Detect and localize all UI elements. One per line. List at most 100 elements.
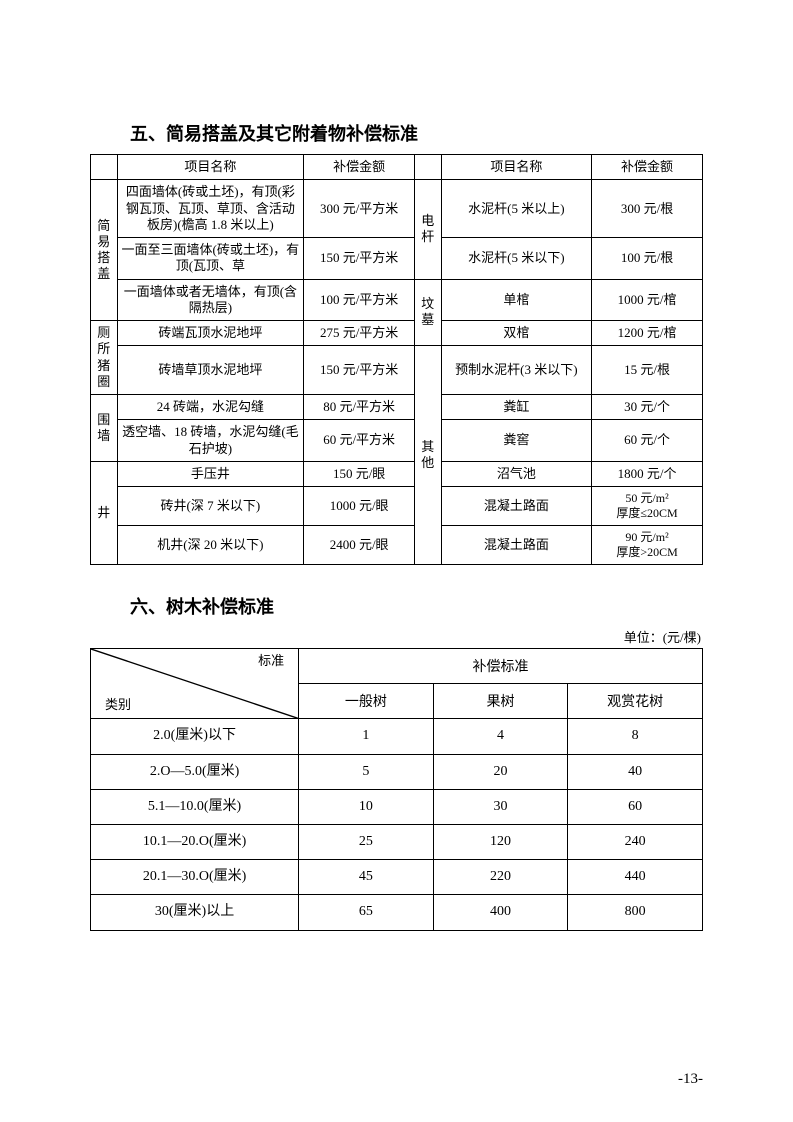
header-amount-left: 补偿金额 [304, 155, 415, 180]
cell-amount: 1000 元/棺 [592, 279, 703, 321]
table-row: 20.1—30.O(厘米) 45 220 440 [91, 860, 703, 895]
cell-val: 60 [568, 789, 703, 824]
cell-amount: 300 元/平方米 [304, 180, 415, 238]
header-blank-left [91, 155, 118, 180]
cell-name: 砖墙草顶水泥地坪 [117, 346, 304, 395]
cell-name: 透空墙、18 砖墙，水泥勾缝(毛石护坡) [117, 420, 304, 462]
cell-val: 45 [299, 860, 434, 895]
header-name-left: 项目名称 [117, 155, 304, 180]
cell-amount: 90 元/m²厚度>20CM [592, 526, 703, 565]
cat-fenmu: 坟墓 [415, 279, 442, 346]
header-amount-right: 补偿金额 [592, 155, 703, 180]
diag-bottom-label: 类别 [105, 697, 131, 714]
cell-val: 240 [568, 824, 703, 859]
table-row: 砖井(深 7 米以下) 1000 元/眼 混凝土路面 50 元/m²厚度≤20C… [91, 487, 703, 526]
header-blank-right [415, 155, 442, 180]
section-6-title: 六、树木补偿标准 [130, 593, 703, 619]
table-row: 机井(深 20 米以下) 2400 元/眼 混凝土路面 90 元/m²厚度>20… [91, 526, 703, 565]
cell-val: 800 [568, 895, 703, 930]
cat-qita: 其他 [415, 346, 442, 565]
cell-label: 30(厘米)以上 [91, 895, 299, 930]
cell-label: 5.1—10.0(厘米) [91, 789, 299, 824]
cat-cesuo: 厕所猪圈 [91, 321, 118, 395]
cell-val: 1 [299, 719, 434, 754]
cell-amount: 100 元/平方米 [304, 279, 415, 321]
cell-amount: 100 元/根 [592, 238, 703, 280]
cell-amount: 30 元/个 [592, 395, 703, 420]
cell-amount: 60 元/平方米 [304, 420, 415, 462]
cell-label: 10.1—20.O(厘米) [91, 824, 299, 859]
cell-amount: 150 元/平方米 [304, 238, 415, 280]
header-name-right: 项目名称 [441, 155, 592, 180]
diagonal-header-cell: 标准 类别 [91, 649, 299, 719]
table-row: 30(厘米)以上 65 400 800 [91, 895, 703, 930]
table-row: 井 手压井 150 元/眼 沼气池 1800 元/个 [91, 461, 703, 486]
cell-label: 2.O—5.0(厘米) [91, 754, 299, 789]
cell-name: 一面墙体或者无墙体，有顶(含隔热层) [117, 279, 304, 321]
cell-amount: 2400 元/眼 [304, 526, 415, 565]
table-row: 5.1—10.0(厘米) 10 30 60 [91, 789, 703, 824]
cell-val: 400 [433, 895, 568, 930]
table-row: 透空墙、18 砖墙，水泥勾缝(毛石护坡) 60 元/平方米 粪窖 60 元/个 [91, 420, 703, 462]
table-row: 围墙 24 砖端，水泥勾缝 80 元/平方米 粪缸 30 元/个 [91, 395, 703, 420]
cell-val: 5 [299, 754, 434, 789]
cat-diangan: 电杆 [415, 180, 442, 279]
table-row: 简易搭盖 四面墙体(砖或土坯)，有顶(彩钢瓦顶、瓦顶、草顶、含活动板房)(檐高 … [91, 180, 703, 238]
cell-amount: 300 元/根 [592, 180, 703, 238]
cell-amount: 80 元/平方米 [304, 395, 415, 420]
cell-name: 双棺 [441, 321, 592, 346]
cell-name: 砖端瓦顶水泥地坪 [117, 321, 304, 346]
cell-val: 40 [568, 754, 703, 789]
cell-amount: 150 元/眼 [304, 461, 415, 486]
cell-name: 水泥杆(5 米以上) [441, 180, 592, 238]
cell-amount: 50 元/m²厚度≤20CM [592, 487, 703, 526]
cell-name: 砖井(深 7 米以下) [117, 487, 304, 526]
unit-label: 单位：(元/棵) [90, 627, 701, 646]
col-fruit-tree: 果树 [433, 684, 568, 719]
cell-amount: 1000 元/眼 [304, 487, 415, 526]
table-tree-compensation: 标准 类别 补偿标准 一般树 果树 观赏花树 2.0(厘米)以下 1 4 8 2… [90, 648, 703, 931]
cell-amount: 15 元/根 [592, 346, 703, 395]
cell-amount: 275 元/平方米 [304, 321, 415, 346]
compensation-header: 补偿标准 [299, 649, 703, 684]
table-row: 砖墙草顶水泥地坪 150 元/平方米 其他 预制水泥杆(3 米以下) 15 元/… [91, 346, 703, 395]
cell-val: 20 [433, 754, 568, 789]
cell-val: 25 [299, 824, 434, 859]
cell-name: 24 砖端，水泥勾缝 [117, 395, 304, 420]
page-number: -13- [678, 1071, 703, 1088]
table-header-row: 标准 类别 补偿标准 [91, 649, 703, 684]
cell-name: 手压井 [117, 461, 304, 486]
cell-name: 预制水泥杆(3 米以下) [441, 346, 592, 395]
table-row: 一面至三面墙体(砖或土坯)，有顶(瓦顶、草 150 元/平方米 水泥杆(5 米以… [91, 238, 703, 280]
table-row: 2.O—5.0(厘米) 5 20 40 [91, 754, 703, 789]
col-ornamental-tree: 观赏花树 [568, 684, 703, 719]
cell-val: 8 [568, 719, 703, 754]
cell-amount: 60 元/个 [592, 420, 703, 462]
cell-val: 65 [299, 895, 434, 930]
cell-name: 水泥杆(5 米以下) [441, 238, 592, 280]
cell-val: 10 [299, 789, 434, 824]
diag-top-label: 标准 [258, 653, 284, 670]
cell-name: 粪缸 [441, 395, 592, 420]
table-row: 一面墙体或者无墙体，有顶(含隔热层) 100 元/平方米 坟墓 单棺 1000 … [91, 279, 703, 321]
cell-val: 30 [433, 789, 568, 824]
cell-amount: 1200 元/棺 [592, 321, 703, 346]
table-compensation-standards: 项目名称 补偿金额 项目名称 补偿金额 简易搭盖 四面墙体(砖或土坯)，有顶(彩… [90, 154, 703, 565]
table-header-row: 项目名称 补偿金额 项目名称 补偿金额 [91, 155, 703, 180]
cell-name: 单棺 [441, 279, 592, 321]
cell-amount: 1800 元/个 [592, 461, 703, 486]
col-general-tree: 一般树 [299, 684, 434, 719]
cell-amount: 150 元/平方米 [304, 346, 415, 395]
cell-name: 沼气池 [441, 461, 592, 486]
table-row: 2.0(厘米)以下 1 4 8 [91, 719, 703, 754]
cell-name: 混凝土路面 [441, 487, 592, 526]
cat-jianyidagai: 简易搭盖 [91, 180, 118, 321]
cell-name: 一面至三面墙体(砖或土坯)，有顶(瓦顶、草 [117, 238, 304, 280]
cell-val: 220 [433, 860, 568, 895]
cat-weiqiang: 围墙 [91, 395, 118, 462]
cell-name: 粪窖 [441, 420, 592, 462]
cell-label: 2.0(厘米)以下 [91, 719, 299, 754]
cell-val: 4 [433, 719, 568, 754]
cell-name: 机井(深 20 米以下) [117, 526, 304, 565]
cat-jing: 井 [91, 461, 118, 564]
